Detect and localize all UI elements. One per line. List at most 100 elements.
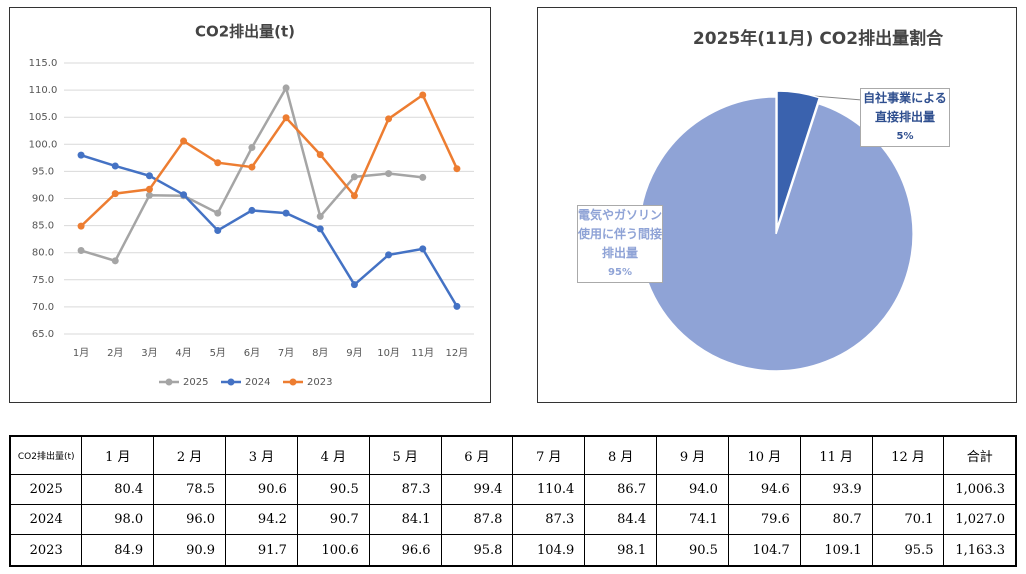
x-tick-label: 7月 [278, 347, 294, 359]
data-point [419, 245, 427, 253]
header-cell: 1 月 [81, 435, 155, 476]
data-point [145, 172, 153, 180]
x-tick-label: 1月 [73, 347, 89, 359]
table-cell: 87.3 [368, 474, 442, 506]
table-cell: 84.1 [368, 504, 442, 536]
table-cell: 94.2 [225, 504, 298, 536]
table-cell: 90.5 [656, 534, 729, 567]
y-tick-label: 85.0 [32, 221, 54, 232]
pie-chart: 2025年(11月) CO2排出量割合 [638, 28, 944, 372]
legend-label: 2024 [245, 377, 270, 388]
legend-marker [289, 378, 297, 386]
table-cell: 104.9 [512, 534, 586, 567]
data-point [214, 159, 222, 167]
pie-category: 電気やガソリン使用に伴う間接排出量 [578, 208, 663, 260]
line-chart: CO2排出量(t) 65.0 70.0 75.0 80.0 85.0 90.0 95.0 10… [29, 23, 474, 388]
table-cell: 1,163.3 [943, 534, 1017, 567]
data-point [214, 226, 222, 234]
data-point [180, 191, 188, 199]
y-tick-label: 75.0 [32, 275, 54, 286]
pie-value-label: 95% [608, 267, 632, 278]
data-point [111, 257, 119, 265]
x-tick-label: 4月 [175, 347, 191, 359]
chart-title: 2025年(11月) CO2排出量割合 [693, 28, 944, 49]
data-point [248, 144, 256, 152]
data-point [77, 222, 85, 230]
header-cell: 4 月 [296, 435, 370, 476]
y-tick-label: 80.0 [32, 248, 54, 259]
series-line [80, 84, 423, 263]
table-cell: 79.6 [727, 504, 801, 536]
data-point [145, 185, 153, 193]
data-point [111, 162, 119, 170]
y-tick-label: 95.0 [32, 166, 54, 177]
header-cell: 6 月 [440, 435, 514, 476]
header-cell: 5 月 [368, 435, 442, 476]
pie-slice [638, 96, 914, 372]
header-cell: 7 月 [512, 435, 586, 476]
table-cell: 104.7 [727, 534, 801, 567]
table-cell: 110.4 [512, 474, 586, 506]
table-cell: 74.1 [656, 504, 729, 536]
y-tick-label: 70.0 [32, 302, 54, 313]
table-cell: 2024 [9, 504, 83, 536]
data-point [316, 225, 324, 233]
x-tick-label: 11月 [411, 347, 434, 359]
data-point [453, 165, 461, 173]
y-tick-label: 90.0 [32, 194, 54, 205]
data-point [419, 91, 427, 99]
table-cell: 90.9 [153, 534, 227, 567]
x-tick-label: 6月 [244, 347, 260, 359]
data-point [419, 173, 427, 181]
series-line [80, 153, 458, 307]
data-point [350, 192, 358, 200]
table-cell: 95.8 [440, 534, 514, 567]
table-cell: 84.9 [81, 534, 155, 567]
data-point [385, 115, 393, 123]
table-cell: 98.0 [81, 504, 155, 536]
table-cell: 90.5 [296, 474, 370, 506]
table-cell: 80.7 [799, 504, 873, 536]
header-cell: CO2排出量(t) [9, 435, 83, 476]
table-cell: 86.7 [584, 474, 658, 506]
data-point [385, 170, 393, 178]
legend-label: 2023 [307, 377, 332, 388]
header-cell: 10 月 [727, 435, 801, 476]
x-tick-label: 8月 [312, 347, 328, 359]
table-cell: 84.4 [584, 504, 658, 536]
legend-marker [227, 378, 235, 386]
pie-value-label: 5% [896, 131, 914, 142]
pie-label: 自社事業による直接排出量 5% [860, 88, 950, 147]
table-cell: 2025 [9, 474, 83, 506]
table-cell: 93.9 [799, 474, 873, 506]
table-cell: 95.5 [871, 534, 945, 567]
data-point [180, 137, 188, 145]
series-line [80, 93, 459, 228]
y-tick-label: 65.0 [32, 329, 54, 340]
header-cell: 12 月 [871, 435, 945, 476]
data-point [77, 247, 85, 255]
header-cell: 3 月 [225, 435, 298, 476]
data-point [248, 163, 256, 171]
data-point [385, 251, 393, 259]
line-chart-frame [9, 7, 491, 403]
table-cell: 96.6 [368, 534, 442, 567]
y-tick-label: 100.0 [29, 139, 58, 150]
table-cell: 1,027.0 [943, 504, 1017, 536]
table-cell: 91.7 [225, 534, 298, 567]
y-tick-label: 110.0 [29, 85, 58, 96]
table-cell: 90.6 [225, 474, 298, 506]
empty-cell [871, 474, 945, 506]
x-tick-label: 10月 [377, 347, 400, 359]
legend-label: 2025 [183, 377, 208, 388]
data-point [316, 212, 324, 220]
data-point [316, 151, 324, 159]
data-point [453, 302, 461, 310]
table-cell: 109.1 [799, 534, 873, 567]
table-cell: 87.8 [440, 504, 514, 536]
table-row: 2023 84.9 90.9 91.7 100.6 96.6 95.8 104.9 98.1 90… [9, 534, 1017, 567]
table-cell: 99.4 [440, 474, 514, 506]
header-cell: 11 月 [799, 435, 873, 476]
